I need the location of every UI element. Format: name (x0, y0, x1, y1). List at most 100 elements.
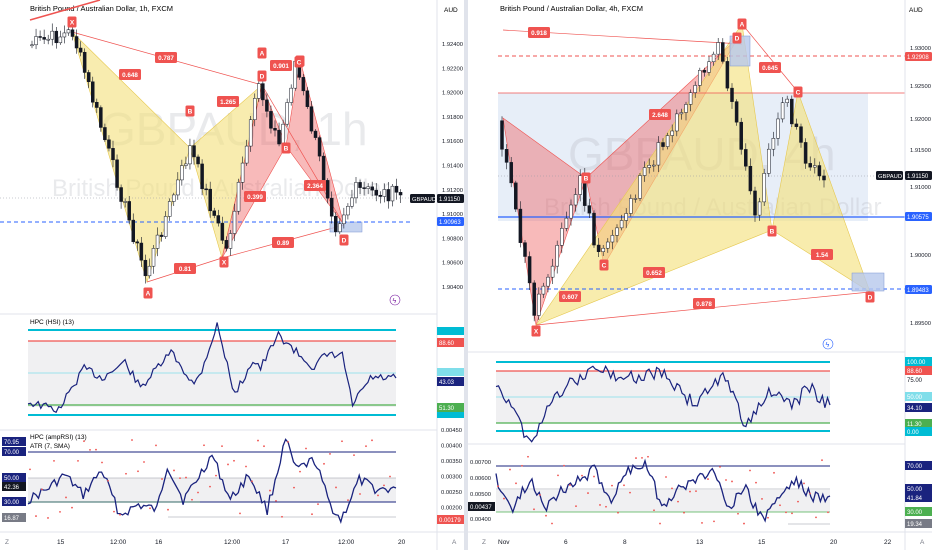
left-point-label: B (188, 109, 193, 116)
candle (309, 106, 314, 132)
candle (822, 175, 826, 181)
atr-dot (623, 484, 625, 487)
atr-dot (635, 457, 637, 459)
candle (624, 213, 628, 221)
right-amprsi-line (495, 458, 831, 523)
atr-dot (287, 440, 289, 443)
candle (354, 182, 358, 199)
right-ratio-label: 1.54 (816, 252, 829, 259)
candle (509, 162, 513, 184)
candle (730, 87, 734, 102)
left-trend-line[interactable] (29, 0, 101, 21)
right-chart[interactable]: British Pound / Australian Dollar, 4h, F… (468, 0, 932, 550)
atr-dot (641, 456, 643, 459)
right-amprsi-left-tick: 0.00700 (470, 460, 491, 466)
left-ratio-box (155, 52, 177, 63)
right-price-axis[interactable]: AUD 1.93000 1.92500 1.92000 1.91500 1.91000 1… (876, 0, 932, 550)
candle (139, 242, 144, 261)
candle (665, 135, 670, 147)
chart-divider[interactable] (464, 0, 468, 550)
candle (147, 265, 152, 277)
candle (656, 142, 661, 166)
atr-dot (149, 507, 151, 510)
candle (707, 61, 711, 73)
atr-dot (107, 479, 109, 482)
atr-dot (215, 474, 217, 477)
right-point-box (599, 259, 609, 271)
left-ratio-box (270, 60, 292, 71)
candle (606, 241, 610, 249)
atr-dot (665, 476, 667, 478)
candle (615, 227, 619, 236)
left-point-label: A (260, 51, 265, 58)
left-amprsi-pane[interactable]: HPC (ampRSI) (13) ATR (7, SMA) 70.95 70.0… (2, 428, 464, 524)
candle (390, 185, 395, 202)
left-point-label: D (260, 74, 265, 81)
left-price-pane[interactable]: British Pound / Australian Dollar, 1h, F… (0, 0, 410, 306)
atr-dot (305, 447, 307, 450)
right-ratio-box (559, 291, 581, 302)
right-flash-icon[interactable] (822, 338, 834, 350)
left-time-axis[interactable]: Z A 15 12:00 16 12:00 17 12:00 20 (5, 539, 457, 546)
left-price-tick-4: 1.91600 (442, 139, 463, 145)
candle (358, 182, 362, 188)
candle (86, 72, 91, 83)
atr-dot (659, 522, 661, 525)
left-flash-icon[interactable] (389, 294, 401, 306)
candle (95, 102, 99, 108)
left-amprsi-left-badges: 70.95 70.00 50.00 42.36 30.00 16.87 (2, 437, 26, 522)
candle (151, 248, 156, 267)
candle (111, 148, 115, 161)
left-point-box (257, 70, 267, 82)
candle (374, 189, 378, 196)
candle (172, 194, 176, 202)
right-amprsi-pane[interactable]: 0.00700 0.00600 0.00500 0.00437 0.00400 70.00… (468, 455, 932, 528)
candle (813, 165, 817, 168)
right-point-box (737, 18, 747, 30)
svg-text:1.91150: 1.91150 (439, 197, 461, 203)
left-hsi-pane[interactable]: HPC (HSI) (13) 88.60 43.03 51.30 (27, 319, 464, 418)
atr-dot (629, 491, 631, 494)
right-hsi-pane[interactable]: 100.00 88.60 75.00 50.00 34.10 11.30 0.00 (495, 357, 932, 443)
candle (163, 216, 168, 237)
right-time-tick-0: Nov (498, 539, 510, 546)
atr-dot (581, 474, 583, 477)
atr-dot (725, 479, 727, 481)
right-point-box (732, 32, 742, 44)
right-target-zone[interactable] (851, 272, 885, 292)
right-time-axis[interactable]: Z A Nov 6 8 13 15 20 22 (482, 539, 925, 546)
left-amprsi-left-badge: 42.36 (4, 485, 20, 491)
candle (82, 51, 87, 73)
left-ratio-label: 2.364 (307, 183, 323, 190)
left-ratio-box (272, 237, 294, 248)
right-time-tick-2: 8 (623, 539, 627, 546)
right-price-tick-0: 1.93000 (910, 46, 931, 52)
candle (236, 182, 241, 212)
atr-dot (827, 511, 829, 514)
atr-dot (131, 439, 133, 441)
atr-dot (227, 463, 229, 466)
atr-dot (275, 499, 277, 502)
atr-dot (533, 508, 535, 511)
candle (338, 223, 342, 233)
left-point-label: C (297, 60, 302, 67)
left-time-tick-2: 16 (155, 539, 163, 546)
left-header: British Pound / Australian Dollar, 1h, F… (30, 4, 173, 13)
atr-dot (797, 500, 799, 503)
right-ratio-label: 0.878 (696, 301, 712, 308)
right-hsi-axis-tick: 11.30 (907, 422, 922, 428)
atr-dot (719, 465, 721, 468)
candle (204, 188, 208, 191)
left-price-axis[interactable]: AUD 1.92400 1.92200 1.92000 1.91800 1.91600 1… (410, 0, 464, 550)
left-ratio-label: 0.901 (273, 63, 289, 70)
left-time-tick-5: 12:00 (338, 539, 355, 546)
left-point-label: X (222, 260, 227, 267)
right-point-label: X (534, 329, 539, 336)
left-price-tick-8: 1.90800 (442, 236, 463, 242)
right-ratio-label: 2.648 (652, 112, 668, 119)
atr-dot (815, 516, 817, 519)
atr-dot (83, 440, 85, 443)
atr-dot (551, 522, 553, 525)
left-chart[interactable]: British Pound / Australian Dollar, 1h, F… (0, 0, 464, 550)
right-price-pane[interactable]: British Pound / Australian Dollar, 4h, F… (498, 4, 905, 350)
